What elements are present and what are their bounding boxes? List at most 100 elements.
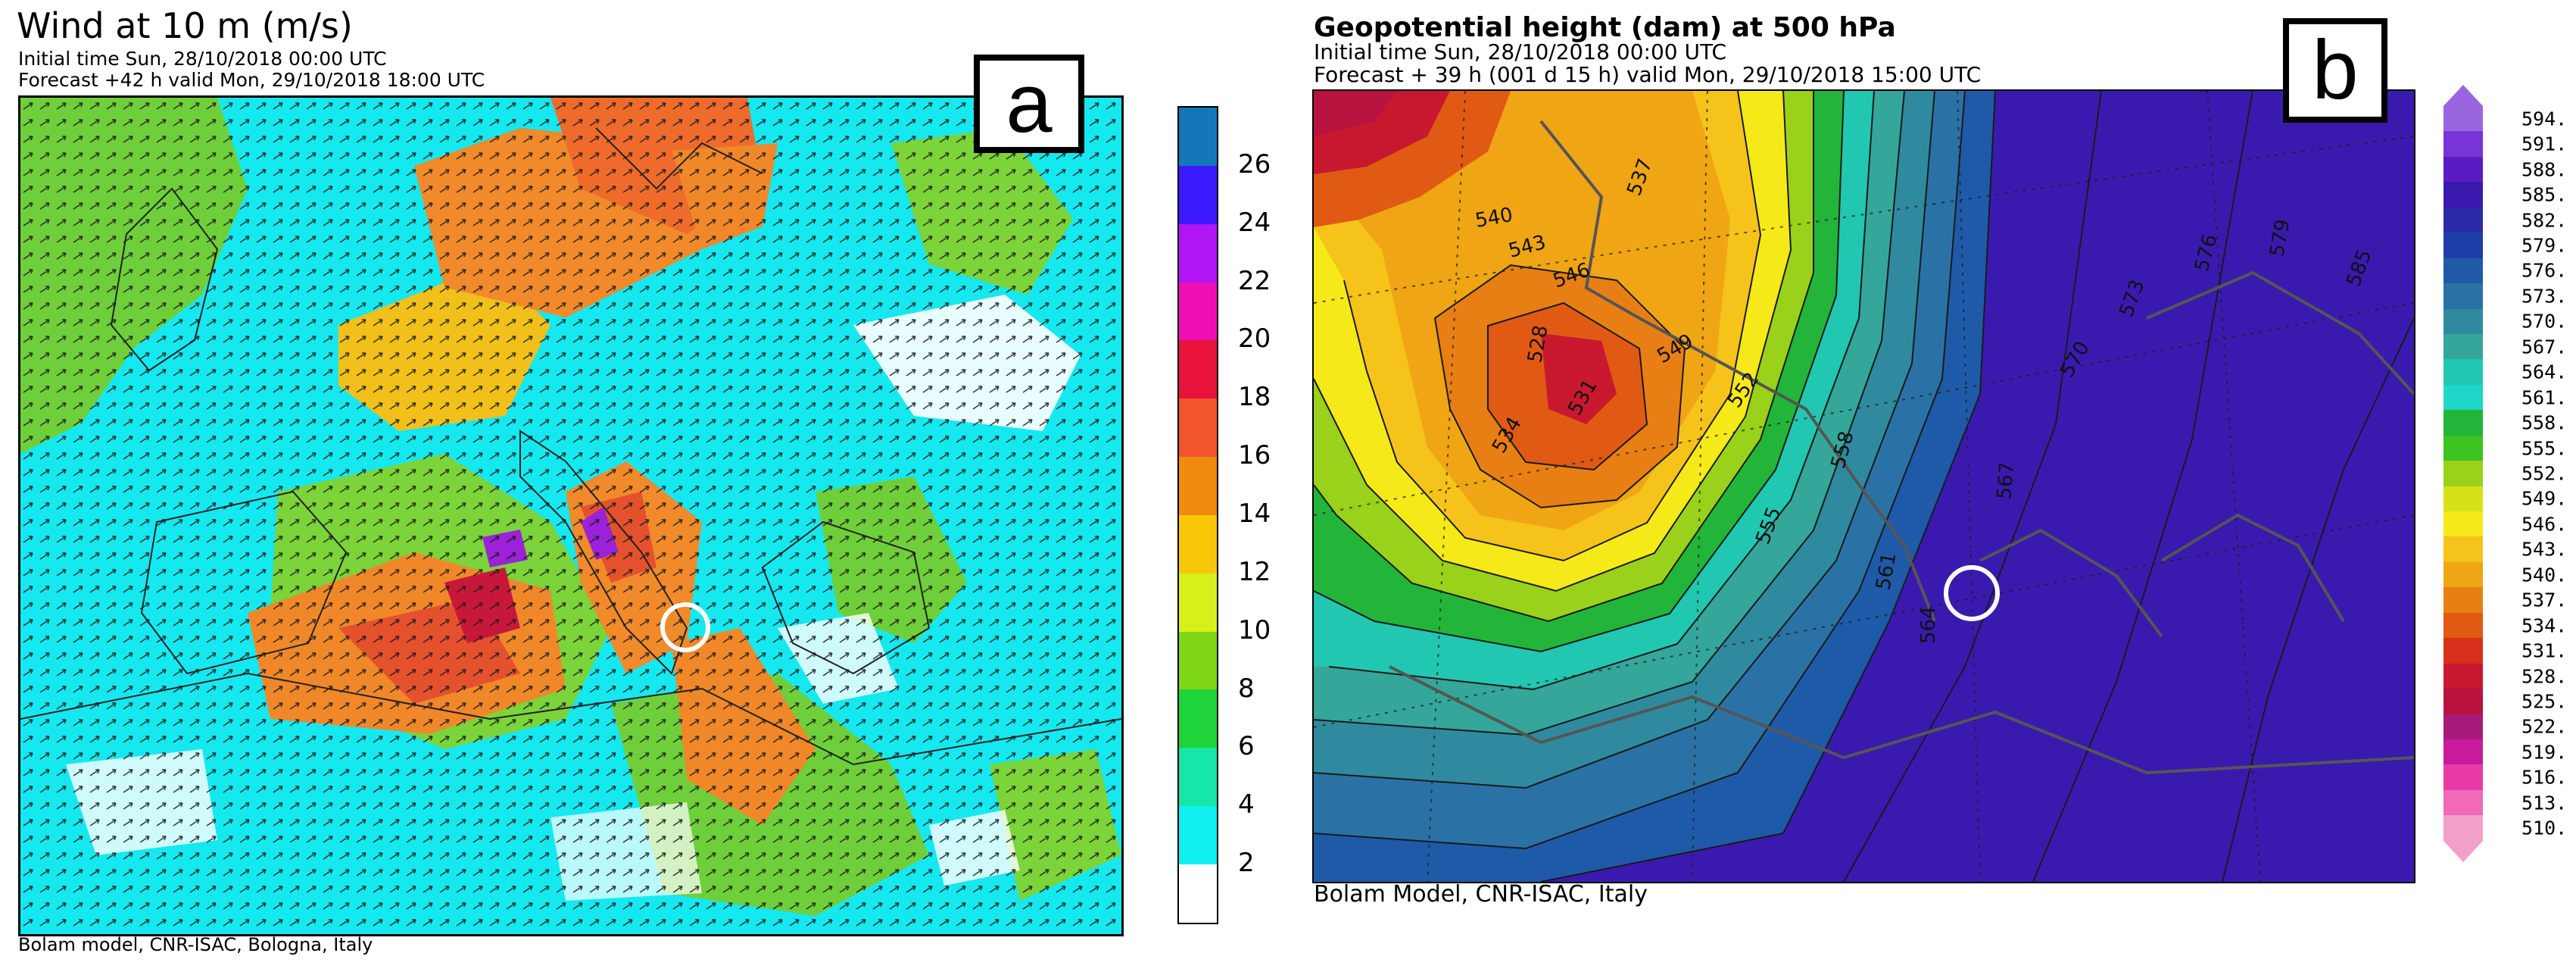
panel-a-initial-time: Initial time Sun, 28/10/2018 00:00 UTC	[18, 48, 387, 70]
colorbar-b-swatch	[2443, 106, 2483, 132]
colorbar-a-swatch	[1179, 457, 1217, 515]
panel-a-title: Wind at 10 m (m/s)	[17, 5, 353, 46]
contour-label: 567	[1993, 461, 2019, 501]
colorbar-b-tick-label: 510.	[2521, 817, 2568, 839]
colorbar-a-swatch	[1179, 282, 1217, 341]
panel-b-label: b	[2283, 18, 2387, 123]
colorbar-b-swatch	[2443, 435, 2483, 461]
colorbar-a-swatch	[1179, 864, 1217, 923]
colorbar-a-tick-label: 10	[1238, 614, 1271, 645]
panel-a-colorbar	[1177, 106, 1218, 924]
colorbar-b-tick-label: 531.	[2521, 639, 2568, 662]
colorbar-a-tick-label: 18	[1238, 382, 1271, 413]
panel-a-label: a	[974, 55, 1084, 153]
colorbar-b-swatch	[2443, 233, 2483, 258]
colorbar-b-tick-label: 537.	[2521, 589, 2568, 611]
colorbar-b-swatch	[2443, 663, 2483, 689]
colorbar-b-swatch	[2443, 511, 2483, 537]
colorbar-b-tick-label: 564.	[2521, 361, 2568, 383]
panel-b-colorbar	[2443, 106, 2483, 841]
colorbar-a-tick-label: 24	[1238, 207, 1271, 238]
colorbar-b-tick-label: 546.	[2521, 513, 2568, 536]
colorbar-b-tick-label: 567.	[2521, 336, 2568, 358]
colorbar-a-tick-label: 12	[1238, 556, 1271, 587]
colorbar-a-tick-label: 6	[1238, 731, 1255, 762]
colorbar-b-swatch	[2443, 789, 2483, 816]
colorbar-b-swatch	[2443, 207, 2483, 233]
colorbar-b-swatch	[2443, 587, 2483, 613]
colorbar-b-tick-label: 576.	[2521, 259, 2568, 282]
colorbar-b-swatch	[2443, 359, 2483, 385]
colorbar-b-tick-label: 573.	[2521, 285, 2568, 308]
colorbar-a-swatch	[1179, 631, 1217, 690]
colorbar-a-tick-label: 14	[1238, 498, 1271, 529]
colorbar-b-tick-label: 525.	[2521, 690, 2568, 713]
colorbar-b-tick-label: 558.	[2521, 411, 2568, 434]
colorbar-a-swatch	[1179, 223, 1217, 283]
colorbar-b-tick-label: 555.	[2521, 437, 2568, 460]
colorbar-b-tick-label: 543.	[2521, 538, 2568, 561]
colorbar-a-tick-label: 4	[1238, 789, 1255, 820]
colorbar-b-swatch	[2443, 156, 2483, 183]
colorbar-b-swatch	[2443, 612, 2483, 639]
colorbar-b-swatch	[2443, 333, 2483, 360]
colorbar-b-swatch	[2443, 410, 2483, 436]
colorbar-b-swatch	[2443, 764, 2483, 790]
colorbar-a-tick-label: 2	[1238, 848, 1255, 879]
colorbar-b-swatch	[2443, 815, 2483, 841]
colorbar-a-tick-label: 20	[1238, 323, 1271, 355]
colorbar-b-tick-label: 516.	[2521, 766, 2568, 789]
colorbar-b-tick-label: 522.	[2521, 715, 2568, 738]
colorbar-a-swatch	[1179, 340, 1217, 399]
panel-a-forecast: Forecast +42 h valid Mon, 29/10/2018 18:…	[18, 69, 485, 91]
colorbar-b-tick-label: 594.	[2521, 108, 2568, 130]
colorbar-a-tick-label: 26	[1238, 148, 1271, 180]
panel-a-footer: Bolam model, CNR-ISAC, Bologna, Italy	[18, 934, 373, 955]
colorbar-b-swatch	[2443, 739, 2483, 765]
colorbar-b-tick-label: 570.	[2521, 310, 2568, 333]
colorbar-a-tick-label: 8	[1238, 673, 1255, 704]
colorbar-b-swatch	[2443, 283, 2483, 309]
colorbar-b-tick-label: 513.	[2521, 792, 2568, 814]
colorbar-a-swatch	[1179, 165, 1217, 224]
colorbar-b-tick-label: 519.	[2521, 741, 2568, 764]
colorbar-b-swatch	[2443, 638, 2483, 664]
colorbar-b-swatch	[2443, 689, 2483, 714]
location-circle-marker-b	[1944, 565, 2000, 621]
colorbar-b-tick-label: 561.	[2521, 386, 2568, 409]
colorbar-b-swatch	[2443, 384, 2483, 411]
colorbar-b-tick-label: 552.	[2521, 462, 2568, 485]
colorbar-a-swatch	[1179, 398, 1217, 458]
colorbar-a-swatch	[1179, 573, 1217, 632]
colorbar-a-swatch	[1179, 806, 1217, 864]
panel-b-footer: Bolam Model, CNR-ISAC, Italy	[1314, 881, 1648, 908]
colorbar-b-swatch	[2443, 461, 2483, 486]
colorbar-b-tick-label: 591.	[2521, 133, 2568, 155]
colorbar-a-tick-label: 16	[1238, 440, 1271, 471]
panel-b-forecast: Forecast + 39 h (001 d 15 h) valid Mon, …	[1314, 62, 1982, 87]
colorbar-a-swatch	[1179, 748, 1217, 807]
colorbar-a-swatch	[1179, 108, 1217, 166]
colorbar-b-swatch	[2443, 258, 2483, 284]
panel-b-title: Geopotential height (dam) at 500 hPa	[1314, 12, 1896, 43]
location-circle-marker-a	[660, 602, 710, 652]
colorbar-b-swatch	[2443, 308, 2483, 334]
colorbar-b-tick-label: 585.	[2521, 183, 2568, 206]
colorbar-b-swatch	[2443, 561, 2483, 588]
colorbar-a-swatch	[1179, 689, 1217, 748]
colorbar-b-tick-label: 540.	[2521, 564, 2568, 586]
colorbar-b-bottom-cap	[2443, 841, 2483, 862]
colorbar-b-tick-label: 579.	[2521, 234, 2568, 257]
colorbar-b-swatch	[2443, 182, 2483, 208]
colorbar-b-tick-label: 549.	[2521, 487, 2568, 510]
colorbar-b-tick-label: 528.	[2521, 665, 2568, 688]
colorbar-b-tick-label: 582.	[2521, 209, 2568, 232]
colorbar-a-swatch	[1179, 514, 1217, 573]
panel-a-wind-map	[18, 95, 1124, 936]
colorbar-b-swatch	[2443, 714, 2483, 739]
colorbar-b-tick-label: 534.	[2521, 614, 2568, 637]
colorbar-b-swatch	[2443, 536, 2483, 562]
panel-b-initial-time: Initial time Sun, 28/10/2018 00:00 UTC	[1314, 39, 1726, 64]
colorbar-b-top-cap	[2443, 85, 2483, 106]
panel-b-geopotential-map: 537 540 543 546 549 552 555 558 561 564 567 570 573 5…	[1312, 89, 2415, 883]
